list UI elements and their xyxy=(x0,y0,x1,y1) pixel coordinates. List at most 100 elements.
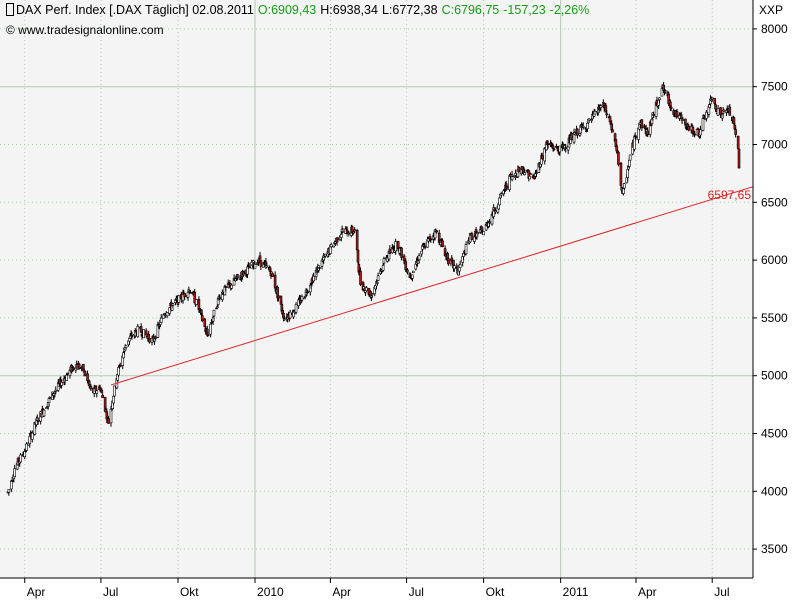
candle-up xyxy=(494,210,497,212)
candle-up xyxy=(165,312,169,317)
candle-down xyxy=(203,318,207,328)
y-tick-label: 4500 xyxy=(761,427,788,441)
candle-down xyxy=(546,143,550,146)
candle-down xyxy=(441,240,444,248)
source-credit: © www.tradesignalonline.com xyxy=(6,23,164,37)
y-tick-label: 5500 xyxy=(761,311,788,325)
candle-down xyxy=(247,266,251,269)
candle-down xyxy=(224,286,228,288)
candle-up xyxy=(329,244,333,248)
candle-down xyxy=(404,261,408,270)
candle-up xyxy=(716,108,720,116)
candle-up xyxy=(433,229,437,239)
candle-down xyxy=(107,418,110,424)
chart-header: DAX Perf. Index [.DAX Täglich] 02.08.201… xyxy=(6,3,593,17)
candle-down xyxy=(691,126,695,134)
grid-lines xyxy=(0,0,753,578)
candle-up xyxy=(458,264,462,268)
candle-up xyxy=(95,390,99,394)
candle-up xyxy=(209,323,212,335)
x-tick-label: Apr xyxy=(638,585,657,599)
candle-up xyxy=(590,119,593,121)
candle-up xyxy=(381,264,385,271)
candle-down xyxy=(470,233,474,240)
candle-icon xyxy=(6,3,14,16)
candle-down xyxy=(130,335,134,338)
candle-down xyxy=(200,315,204,322)
candle-up xyxy=(529,173,532,175)
candle-down xyxy=(218,297,222,299)
candle-up xyxy=(136,326,140,338)
y-tick-label: 6500 xyxy=(761,195,788,209)
candle-up xyxy=(54,389,58,392)
candle-up xyxy=(464,244,468,255)
candle-down xyxy=(335,237,339,243)
candle-down xyxy=(72,367,75,370)
candles xyxy=(6,81,741,496)
low-value: L:6772,38 xyxy=(381,3,438,17)
candle-down xyxy=(400,247,403,258)
candle-down xyxy=(66,372,69,375)
candle-down xyxy=(737,148,741,169)
candle-up xyxy=(339,233,343,238)
candle-down xyxy=(551,145,555,149)
unit-label: XXP xyxy=(759,3,784,17)
candle-down xyxy=(564,147,567,149)
candle-down xyxy=(728,106,732,116)
candle-down xyxy=(139,326,143,333)
x-tick-label: Okt xyxy=(486,585,505,599)
candle-down xyxy=(611,129,614,133)
candle-up xyxy=(382,258,386,264)
candle-down xyxy=(318,267,321,269)
candle-down xyxy=(236,273,239,279)
candle-up xyxy=(622,188,625,194)
candle-down xyxy=(505,185,509,189)
candle-down xyxy=(189,292,192,294)
candle-up xyxy=(117,367,120,376)
candle-down xyxy=(675,111,679,117)
y-tick-label: 5000 xyxy=(761,369,788,383)
candle-down xyxy=(511,175,515,178)
candle-down xyxy=(183,293,186,298)
candle-up xyxy=(253,263,257,269)
x-tick-label: 2010 xyxy=(257,585,284,599)
candle-down xyxy=(570,133,573,141)
candle-down xyxy=(277,295,280,299)
candle-down xyxy=(48,397,52,399)
candle-up xyxy=(528,175,531,180)
candle-down xyxy=(306,291,310,293)
candle-up xyxy=(587,118,591,121)
candle-up xyxy=(230,284,233,289)
candle-up xyxy=(658,97,661,101)
candle-up xyxy=(664,90,667,92)
candle-down xyxy=(100,389,104,394)
candle-down xyxy=(271,273,274,277)
candle-down xyxy=(402,255,406,261)
candle-up xyxy=(523,172,526,176)
candle-down xyxy=(679,114,683,119)
change-percent: -2,26% xyxy=(549,3,590,17)
chart-title: DAX Perf. Index [.DAX Täglich] 02.08.201… xyxy=(16,3,254,17)
candle-up xyxy=(232,278,236,286)
candle-down xyxy=(148,337,151,343)
candle-up xyxy=(324,253,327,257)
candle-up xyxy=(113,385,116,397)
candle-up xyxy=(195,299,198,305)
candle-down xyxy=(615,145,619,152)
y-tick-label: 7000 xyxy=(761,138,788,152)
candle-down xyxy=(429,238,433,241)
candle-down xyxy=(259,260,263,267)
candle-down xyxy=(77,363,81,369)
candle-up xyxy=(510,174,514,181)
candle-down xyxy=(447,258,450,265)
candle-up xyxy=(124,345,128,348)
candle-down xyxy=(428,236,432,241)
candle-down xyxy=(355,230,359,251)
candle-down xyxy=(619,162,623,186)
candle-up xyxy=(394,241,397,252)
candle-down xyxy=(89,386,93,390)
candle-up xyxy=(353,229,356,231)
x-tick-label: Apr xyxy=(332,585,351,599)
candle-down xyxy=(617,151,620,165)
candle-down xyxy=(359,270,362,285)
